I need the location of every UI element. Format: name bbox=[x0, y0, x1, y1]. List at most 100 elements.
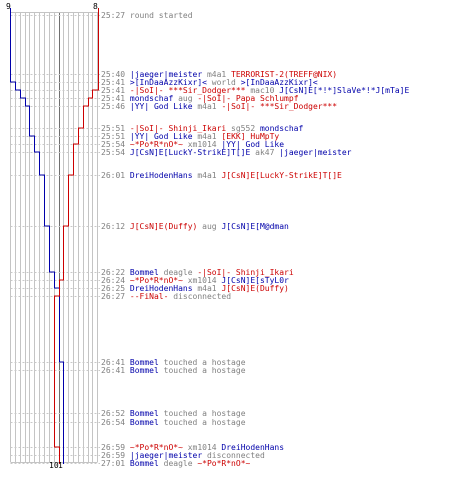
event-action: aug bbox=[197, 222, 222, 231]
event-time: 26:41 bbox=[101, 366, 130, 375]
event-row: 26:22 Bommel deagle -|SoI|- Shinji_Ikari bbox=[101, 269, 294, 277]
blue-start-score: 9 bbox=[6, 2, 11, 11]
event-action: round started bbox=[129, 11, 193, 20]
event-time: 25:41 bbox=[101, 78, 130, 87]
player-name: mondschaf bbox=[259, 124, 304, 133]
event-time: 26:59 bbox=[101, 443, 130, 452]
player-name: Bommel bbox=[129, 358, 159, 367]
player-name: Bommel bbox=[129, 366, 159, 375]
event-time: 26:41 bbox=[101, 358, 130, 367]
event-action: touched a hostage bbox=[158, 409, 246, 418]
event-action: deagle bbox=[158, 459, 198, 468]
event-action: xm1014 bbox=[182, 276, 222, 285]
event-time: 26:12 bbox=[101, 222, 130, 231]
event-action: touched a hostage bbox=[158, 418, 246, 427]
event-row: 25:27 round started bbox=[101, 12, 193, 20]
red-team-line bbox=[54, 8, 99, 464]
player-name: J[CsN]E(Duffy) bbox=[221, 284, 289, 293]
player-name: ~*Po*R*nO*~ bbox=[129, 443, 183, 452]
event-row: 26:54 Bommel touched a hostage bbox=[101, 419, 246, 427]
event-time: 25:46 bbox=[101, 102, 130, 111]
event-action: aug bbox=[173, 94, 198, 103]
event-row: 25:51 -|SoI|- Shinji_Ikari sg552 mondsch… bbox=[101, 125, 303, 133]
player-name: -|SoI|- Shinji_Ikari bbox=[197, 268, 294, 277]
event-action: disconnected bbox=[202, 451, 265, 460]
event-time: 26:22 bbox=[101, 268, 130, 277]
graph-grid bbox=[10, 12, 98, 463]
event-row: 25:54 ~*Po*R*nO*~ xm1014 |YY| God Like bbox=[101, 141, 284, 149]
event-action: sg552 bbox=[226, 124, 260, 133]
player-name: [EKK] HuMpTy bbox=[221, 132, 280, 141]
event-action: m4a1 bbox=[192, 102, 222, 111]
event-time: 26:25 bbox=[101, 284, 130, 293]
event-row: 25:40 |jaeger|meister m4a1 TERRORIST-2(T… bbox=[101, 71, 337, 79]
player-name: ~*Po*R*nO*~ bbox=[197, 459, 251, 468]
event-time: 26:01 bbox=[101, 171, 130, 180]
event-action: disconnected bbox=[168, 292, 232, 301]
event-action: deagle bbox=[158, 268, 198, 277]
player-name: J[CsN]E(Duffy) bbox=[129, 222, 198, 231]
blue-team-line bbox=[10, 8, 64, 464]
player-name: mondschaf bbox=[129, 94, 174, 103]
player-name: |jaeger|meister bbox=[129, 451, 203, 460]
red-end-score: 10 bbox=[49, 461, 59, 470]
player-name: J[CsN]E[M@dman bbox=[221, 222, 289, 231]
event-time: 25:41 bbox=[101, 86, 130, 95]
event-time: 26:27 bbox=[101, 292, 130, 301]
event-action: m4a1 bbox=[192, 132, 222, 141]
event-row: 27:01 Bommel deagle ~*Po*R*nO*~ bbox=[101, 460, 250, 468]
player-name: DreiHodenHans bbox=[221, 443, 285, 452]
player-name: --FiNal- bbox=[129, 292, 169, 301]
event-time: 26:52 bbox=[101, 409, 130, 418]
player-name: Bommel bbox=[129, 459, 159, 468]
player-name: DreiHodenHans bbox=[129, 171, 193, 180]
event-time: 27:01 bbox=[101, 459, 130, 468]
event-row: 26:59 ~*Po*R*nO*~ xm1014 DreiHodenHans bbox=[101, 444, 284, 452]
event-action: mac10 bbox=[245, 86, 280, 95]
blue-end-score: 1 bbox=[58, 461, 63, 470]
event-row: 26:24 ~*Po*R*nO*~ xm1014 J[CsN]E[sTyL0r bbox=[101, 277, 289, 285]
player-name: TERRORIST-2(TREFF@NIX) bbox=[231, 70, 338, 79]
event-row: 26:12 J[CsN]E(Duffy) aug J[CsN]E[M@dman bbox=[101, 223, 289, 231]
event-row: 25:51 |YY| God Like m4a1 [EKK] HuMpTy bbox=[101, 133, 279, 141]
event-time: 25:54 bbox=[101, 140, 130, 149]
event-row: 26:41 Bommel touched a hostage bbox=[101, 367, 246, 375]
event-time: 26:24 bbox=[101, 276, 130, 285]
event-action: touched a hostage bbox=[158, 358, 246, 367]
player-name: J[CsN]E[LuckY-StrikE]T[]E bbox=[221, 171, 342, 180]
event-time: 25:27 bbox=[101, 11, 130, 20]
event-row: 26:41 Bommel touched a hostage bbox=[101, 359, 246, 367]
player-name: -|SoI|- ***Sir_Dodger*** bbox=[221, 102, 338, 111]
event-time: 25:54 bbox=[101, 148, 130, 157]
player-name: |jaeger|meister bbox=[129, 70, 203, 79]
event-row: 26:59 |jaeger|meister disconnected bbox=[101, 452, 265, 460]
event-time: 25:51 bbox=[101, 132, 130, 141]
event-action: m4a1 bbox=[192, 284, 222, 293]
player-name: >[InDaaAzzKixr]< bbox=[129, 78, 207, 87]
event-action: xm1014 bbox=[182, 140, 222, 149]
event-action: ak47 bbox=[250, 148, 280, 157]
event-time: 25:51 bbox=[101, 124, 130, 133]
event-row: 25:46 |YY| God Like m4a1 -|SoI|- ***Sir_… bbox=[101, 103, 337, 111]
player-name: |YY| God Like bbox=[221, 140, 285, 149]
player-name: Bommel bbox=[129, 418, 159, 427]
event-row: 25:41 >[InDaaAzzKixr]< world >[InDaaAzzK… bbox=[101, 79, 318, 87]
player-name: DreiHodenHans bbox=[129, 284, 193, 293]
event-row: 26:52 Bommel touched a hostage bbox=[101, 410, 246, 418]
event-time: 26:59 bbox=[101, 451, 130, 460]
event-action: xm1014 bbox=[182, 443, 222, 452]
event-time: 25:40 bbox=[101, 70, 130, 79]
player-name: |YY| God Like bbox=[129, 132, 193, 141]
event-action: m4a1 bbox=[202, 70, 232, 79]
event-row: 25:41 -|SoI|- ***Sir_Dodger*** mac10 J[C… bbox=[101, 87, 409, 95]
player-name: J[CsN]E[sTyL0r bbox=[221, 276, 289, 285]
event-row: 26:01 DreiHodenHans m4a1 J[CsN]E[LuckY-S… bbox=[101, 172, 342, 180]
event-action: touched a hostage bbox=[158, 366, 246, 375]
player-name: >[InDaaAzzKixr]< bbox=[240, 78, 318, 87]
event-time: 26:54 bbox=[101, 418, 130, 427]
player-name: Bommel bbox=[129, 268, 159, 277]
player-name: -|SoI|- Shinji_Ikari bbox=[129, 124, 227, 133]
player-name: ~*Po*R*nO*~ bbox=[129, 276, 183, 285]
